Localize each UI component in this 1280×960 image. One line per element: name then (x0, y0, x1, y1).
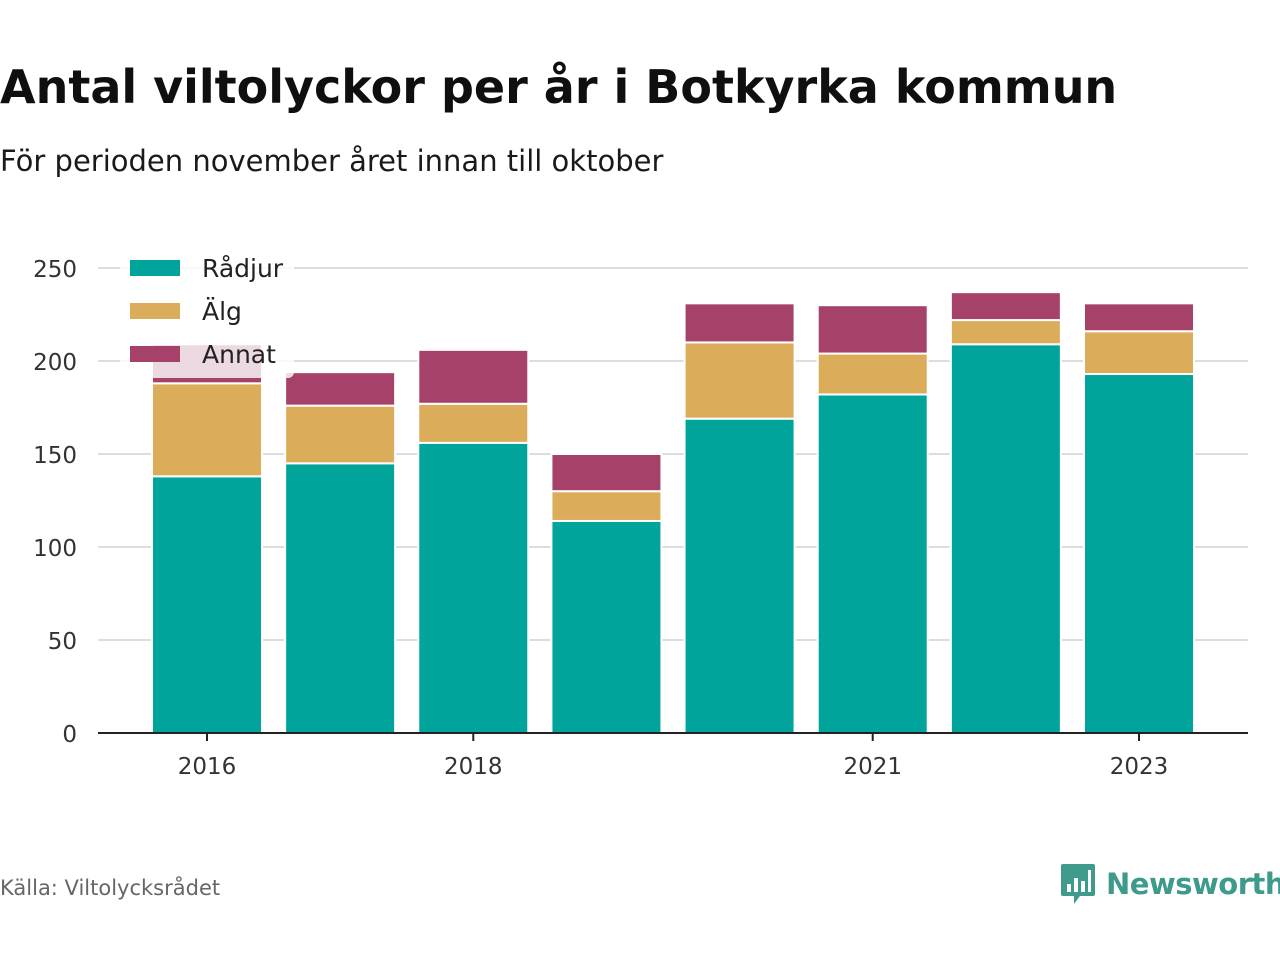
x-tick-label: 2023 (1110, 754, 1169, 780)
brand-name: Newsworthy (1106, 867, 1280, 901)
x-tick-label: 2021 (843, 754, 902, 780)
brand-logo[interactable]: Newsworthy (1060, 862, 1280, 906)
chart-subtitle: För perioden november året innan till ok… (0, 144, 664, 178)
bar-segment (816, 304, 929, 355)
y-tick-label: 100 (33, 536, 77, 562)
bar-segment (683, 302, 796, 344)
newsworthy-logo-icon (1061, 864, 1095, 904)
bar-segment (683, 417, 796, 734)
bar-segment (284, 404, 397, 465)
bar-segment (284, 371, 397, 407)
bar-segment (949, 343, 1062, 734)
bar-segment (417, 402, 530, 444)
legend-label: Rådjur (202, 254, 284, 283)
stacked-bar-chart: 0 50 100 150 200 250 2016 2018 2021 2023 Rådjur Ä… (33, 252, 1248, 780)
bars (151, 291, 1195, 735)
bar-segment (683, 341, 796, 420)
legend-label: Älg (202, 297, 242, 326)
bar-segment (1083, 373, 1195, 734)
chart-title: Antal viltolyckor per år i Botkyrka komm… (0, 60, 1118, 114)
legend-swatch (130, 303, 180, 319)
legend-label: Annat (202, 340, 276, 369)
legend-swatch (130, 260, 180, 276)
legend-swatch (130, 346, 180, 362)
x-tick-label: 2016 (178, 754, 237, 780)
x-axis-ticks: 2016 2018 2021 2023 (178, 733, 1169, 780)
bar-segment (816, 393, 929, 734)
y-tick-label: 250 (33, 257, 77, 283)
bar-segment (949, 319, 1062, 346)
bar-segment (550, 490, 663, 522)
y-tick-label: 50 (48, 629, 77, 655)
y-tick-label: 150 (33, 443, 77, 469)
bar-segment (949, 291, 1062, 322)
y-tick-label: 0 (62, 722, 77, 748)
bar-segment (284, 462, 397, 734)
source-note: Källa: Viltolycksrådet (0, 876, 221, 900)
bar-segment (816, 352, 929, 396)
bar-segment (417, 348, 530, 405)
bar-segment (151, 382, 263, 478)
y-tick-label: 200 (33, 350, 77, 376)
bar-segment (417, 441, 530, 734)
bar-segment (550, 453, 663, 493)
bar-segment (1083, 302, 1195, 333)
legend: Rådjur Älg Annat (120, 252, 294, 378)
y-axis-ticks: 0 50 100 150 200 250 (33, 257, 77, 748)
bar-segment (1083, 330, 1195, 376)
bar-segment (151, 475, 263, 734)
bar-segment (550, 519, 663, 735)
x-tick-label: 2018 (444, 754, 503, 780)
